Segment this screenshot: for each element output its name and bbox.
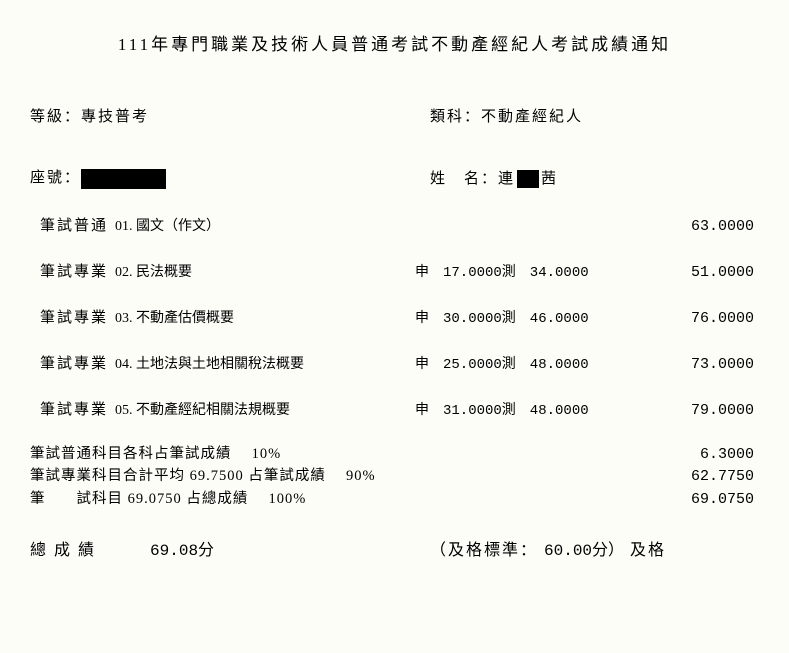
summary-row-2: 筆試專業科目合計平均 69.7500 占筆試成績 90% 62.7750 <box>30 466 759 489</box>
summary-value: 69.0750 <box>590 489 759 512</box>
final-pass-cell: （及格標準： 60.00分） 及格 <box>430 536 759 560</box>
subject-row: 筆試專業 05. 不動產經紀相關法規概要 申 31.0000測 48.0000 … <box>40 398 759 419</box>
subject-row: 筆試專業 02. 民法概要 申 17.0000測 34.0000 51.0000 <box>40 260 759 281</box>
subject-partials: 申 31.0000測 48.0000 <box>415 399 635 419</box>
subject-name: 03. 不動產估價概要 <box>115 307 415 327</box>
summary-row-1: 筆試普通科目各科占筆試成績 10% 6.3000 <box>30 444 759 467</box>
subject-partials: 申 17.0000測 34.0000 <box>415 261 635 281</box>
pass-label: （及格標準： <box>430 542 538 559</box>
subject-type: 筆試專業 <box>40 398 115 419</box>
category-label: 類科： <box>430 109 481 125</box>
subject-total: 79.0000 <box>635 402 759 419</box>
name-cell: 姓 名：連 茜 <box>430 167 759 189</box>
final-score-cell: 總成績 69.08分 <box>30 536 430 560</box>
seat-cell: 座號： <box>30 166 430 189</box>
summary-block: 筆試普通科目各科占筆試成績 10% 6.3000 筆試專業科目合計平均 69.7… <box>30 444 759 512</box>
subject-total: 51.0000 <box>635 264 759 281</box>
name-redacted <box>517 170 539 188</box>
subject-total: 76.0000 <box>635 310 759 327</box>
subject-type: 筆試普通 <box>40 214 115 235</box>
grade-value: 專技普考 <box>81 109 149 125</box>
final-label: 總成績 <box>30 542 102 559</box>
seat-name-row: 座號： 姓 名：連 茜 <box>30 166 759 189</box>
score-notice: 111年專門職業及技術人員普通考試不動產經紀人考試成績通知 等級：專技普考 類科… <box>0 0 789 580</box>
subject-row: 筆試普通 01. 國文（作文） 63.0000 <box>40 214 759 235</box>
subject-row: 筆試專業 03. 不動產估價概要 申 30.0000測 46.0000 76.0… <box>40 306 759 327</box>
subject-type: 筆試專業 <box>40 352 115 373</box>
name-first: 連 <box>498 171 515 187</box>
seat-label: 座號： <box>30 170 81 186</box>
summary-text: 筆 試科目 69.0750 占總成績 100% <box>30 489 590 512</box>
grade-cell: 等級：專技普考 <box>30 105 430 126</box>
subject-name: 01. 國文（作文） <box>115 215 415 235</box>
final-row: 總成績 69.08分 （及格標準： 60.00分） 及格 <box>30 536 759 560</box>
seat-redacted <box>81 169 166 189</box>
name-label: 姓 名： <box>430 171 498 187</box>
subject-name: 04. 土地法與土地相關稅法概要 <box>115 353 415 373</box>
summary-value: 6.3000 <box>590 444 759 467</box>
subject-type: 筆試專業 <box>40 306 115 327</box>
subject-type: 筆試專業 <box>40 260 115 281</box>
pass-result: 及格 <box>630 542 666 559</box>
subject-row: 筆試專業 04. 土地法與土地相關稅法概要 申 25.0000測 48.0000… <box>40 352 759 373</box>
grade-label: 等級： <box>30 109 81 125</box>
subject-total: 63.0000 <box>635 218 759 235</box>
grade-category-row: 等級：專技普考 類科：不動產經紀人 <box>30 105 759 126</box>
summary-row-3: 筆 試科目 69.0750 占總成績 100% 69.0750 <box>30 489 759 512</box>
subject-name: 05. 不動產經紀相關法規概要 <box>115 399 415 419</box>
summary-text: 筆試專業科目合計平均 69.7500 占筆試成績 90% <box>30 466 590 489</box>
document-title: 111年專門職業及技術人員普通考試不動產經紀人考試成績通知 <box>30 30 759 55</box>
name-last: 茜 <box>541 171 558 187</box>
final-score: 69.08分 <box>150 542 214 560</box>
category-cell: 類科：不動產經紀人 <box>430 105 759 126</box>
summary-text: 筆試普通科目各科占筆試成績 10% <box>30 444 590 467</box>
subject-partials: 申 25.0000測 48.0000 <box>415 353 635 373</box>
subject-name: 02. 民法概要 <box>115 261 415 281</box>
category-value: 不動產經紀人 <box>481 109 583 125</box>
summary-value: 62.7750 <box>590 466 759 489</box>
pass-score: 60.00分） <box>544 542 624 560</box>
subject-total: 73.0000 <box>635 356 759 373</box>
subject-partials: 申 30.0000測 46.0000 <box>415 307 635 327</box>
